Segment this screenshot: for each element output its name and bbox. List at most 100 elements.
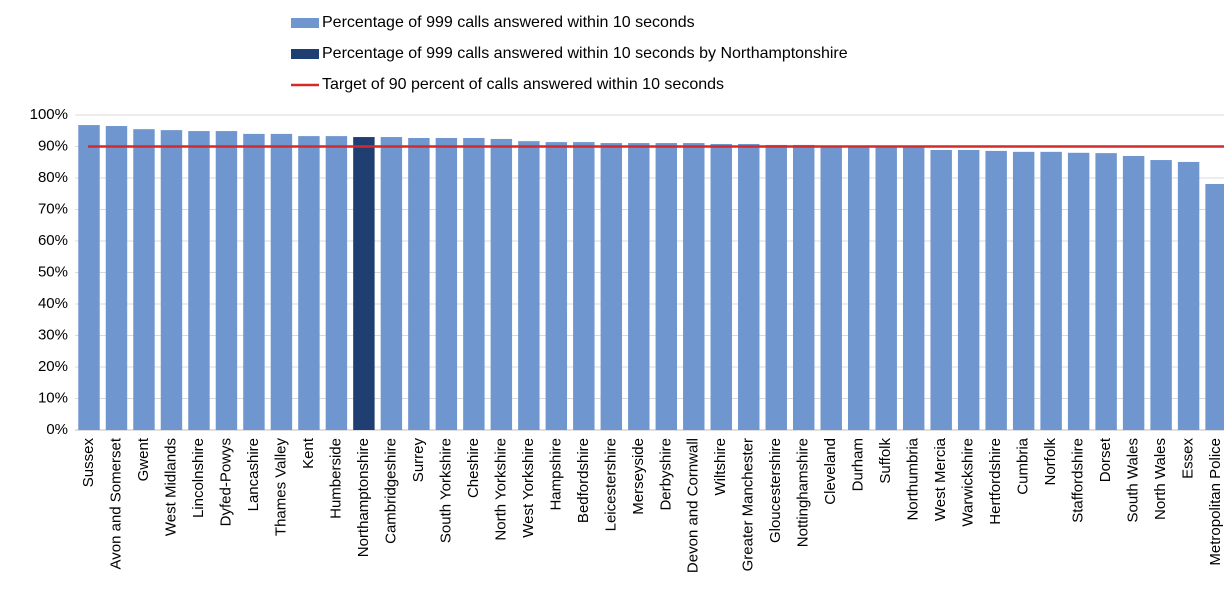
x-tick-label: Merseyside — [630, 438, 647, 515]
y-tick-label: 90% — [38, 137, 68, 154]
bar — [710, 143, 732, 431]
bar — [683, 143, 705, 430]
x-tick-label: Cambridgeshire — [382, 438, 399, 544]
bar — [105, 126, 128, 431]
x-tick-label: Devon and Cornwall — [685, 438, 702, 573]
x-tick-label: West Midlands — [162, 438, 179, 536]
y-tick-label: 20% — [38, 358, 68, 375]
bar — [1205, 183, 1224, 430]
bar — [1095, 153, 1117, 431]
x-tick-label: Bedfordshire — [575, 438, 592, 523]
bar — [353, 137, 375, 431]
x-tick-label: Dorset — [1097, 437, 1114, 482]
bar — [1177, 161, 1200, 430]
bar — [298, 136, 320, 431]
legend: Percentage of 999 calls answered within … — [291, 14, 848, 93]
y-tick-label: 30% — [38, 326, 68, 343]
bar — [957, 149, 980, 430]
x-tick-label: Warwickshire — [960, 438, 977, 527]
x-tick-label: Humberside — [327, 438, 344, 519]
x-tick-label: Nottinghamshire — [795, 438, 812, 547]
x-tick-label: Derbyshire — [657, 438, 674, 511]
x-tick-label: Norfolk — [1042, 438, 1059, 486]
bar — [435, 137, 458, 430]
x-tick-label: Lincolnshire — [190, 438, 207, 518]
x-tick-label: Essex — [1180, 438, 1197, 479]
x-tick-label: Gloucestershire — [767, 438, 784, 543]
x-tick-label: Northamptonshire — [355, 438, 372, 557]
bar — [380, 137, 403, 431]
bar — [875, 145, 897, 430]
x-tick-label: Durham — [850, 438, 867, 491]
bar — [738, 143, 760, 431]
x-tick-label: Surrey — [410, 438, 427, 483]
y-tick-label: 80% — [38, 169, 68, 186]
bar — [1067, 152, 1090, 431]
bar — [985, 150, 1007, 430]
bar — [518, 141, 540, 430]
x-tick-label: Dyfed-Powys — [217, 438, 234, 526]
x-tick-label: Thames Valley — [272, 438, 289, 537]
bar — [655, 143, 678, 430]
y-tick-label: 10% — [38, 389, 68, 406]
x-tick-label: Hampshire — [547, 438, 564, 511]
legend-swatch — [291, 18, 319, 28]
x-tick-label: Staffordshire — [1070, 438, 1087, 523]
x-tick-label: West Mercia — [932, 437, 949, 521]
bar — [847, 145, 870, 430]
x-tick-label: Cumbria — [1015, 437, 1032, 494]
x-tick-label: Metropolitan Police — [1207, 438, 1224, 566]
x-tick-label: Northumbria — [905, 437, 922, 520]
bar — [270, 133, 293, 430]
bar — [463, 137, 485, 430]
x-tick-label: North Wales — [1152, 438, 1169, 520]
x-tick-label: Gwent — [135, 437, 152, 481]
x-tick-label: Wiltshire — [712, 438, 729, 496]
x-tick-label: Cheshire — [465, 438, 482, 498]
bar — [133, 129, 155, 431]
bar — [1012, 151, 1035, 431]
x-tick-label: Sussex — [80, 438, 97, 488]
bar — [930, 149, 952, 430]
legend-label: Percentage of 999 calls answered within … — [322, 45, 848, 62]
bar — [545, 142, 568, 430]
bar — [765, 144, 787, 431]
y-tick-label: 100% — [30, 106, 68, 123]
legend-label: Percentage of 999 calls answered within … — [322, 14, 695, 31]
bar — [820, 145, 842, 430]
bar — [793, 144, 815, 431]
bar — [160, 130, 183, 430]
bar — [490, 138, 513, 430]
bar — [243, 133, 265, 430]
bar — [1122, 155, 1145, 430]
bar — [628, 143, 650, 430]
x-tick-label: Avon and Somerset — [107, 437, 124, 569]
x-tick-label: South Yorkshire — [437, 438, 454, 543]
y-tick-label: 50% — [38, 263, 68, 280]
y-tick-label: 60% — [38, 232, 68, 249]
x-tick-label: Kent — [300, 437, 317, 469]
bar — [188, 131, 210, 430]
bar — [1040, 151, 1062, 431]
bar — [573, 142, 595, 430]
bar — [78, 125, 100, 430]
legend-label: Target of 90 percent of calls answered w… — [322, 76, 724, 93]
bar — [600, 143, 623, 430]
y-tick-label: 70% — [38, 200, 68, 217]
x-tick-label: Lancashire — [245, 438, 262, 511]
legend-swatch — [291, 49, 319, 59]
x-tick-label: Greater Manchester — [740, 438, 757, 571]
x-tick-label: West Yorkshire — [520, 438, 537, 538]
bar — [1150, 160, 1172, 431]
x-tick-label: Leicestershire — [602, 438, 619, 531]
x-tick-label: Hertfordshire — [987, 438, 1004, 525]
y-tick-label: 0% — [46, 421, 68, 438]
bar — [325, 136, 348, 431]
bar — [408, 137, 430, 430]
bar — [902, 145, 925, 430]
x-tick-label: South Wales — [1125, 438, 1142, 523]
x-tick-label: North Yorkshire — [492, 438, 509, 541]
x-tick-label: Cleveland — [822, 438, 839, 505]
y-tick-label: 40% — [38, 295, 68, 312]
